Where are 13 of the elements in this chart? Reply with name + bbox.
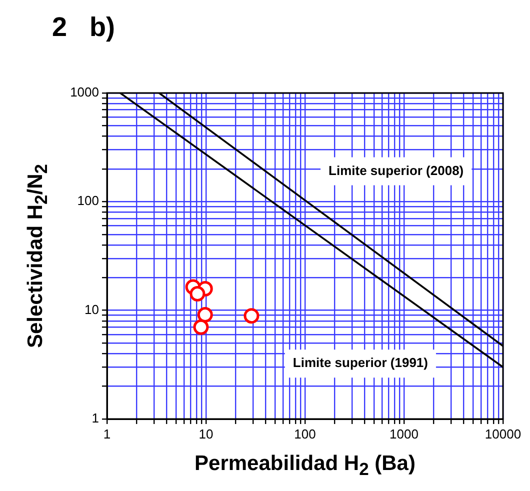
chart-title: 2 b) [52, 12, 116, 43]
y-tick-label: 1 [92, 410, 99, 426]
x-tick-label: 1 [103, 426, 111, 442]
x-tick-label: 10000 [484, 426, 522, 442]
x-tick-label: 1000 [390, 426, 418, 442]
x-axis-title: Permeabilidad H$_{2}$ (Ba) [194, 452, 416, 480]
y-tick-label: 10 [84, 302, 99, 317]
annotation: Limite superior (1991) [292, 355, 428, 370]
annotation: Limite superior (2008) [328, 162, 464, 178]
y-tick-label: 100 [77, 193, 99, 208]
x-tick-label: 100 [294, 426, 316, 442]
x-tick-label: 10 [198, 426, 214, 442]
y-tick-label: 1000 [70, 84, 99, 100]
